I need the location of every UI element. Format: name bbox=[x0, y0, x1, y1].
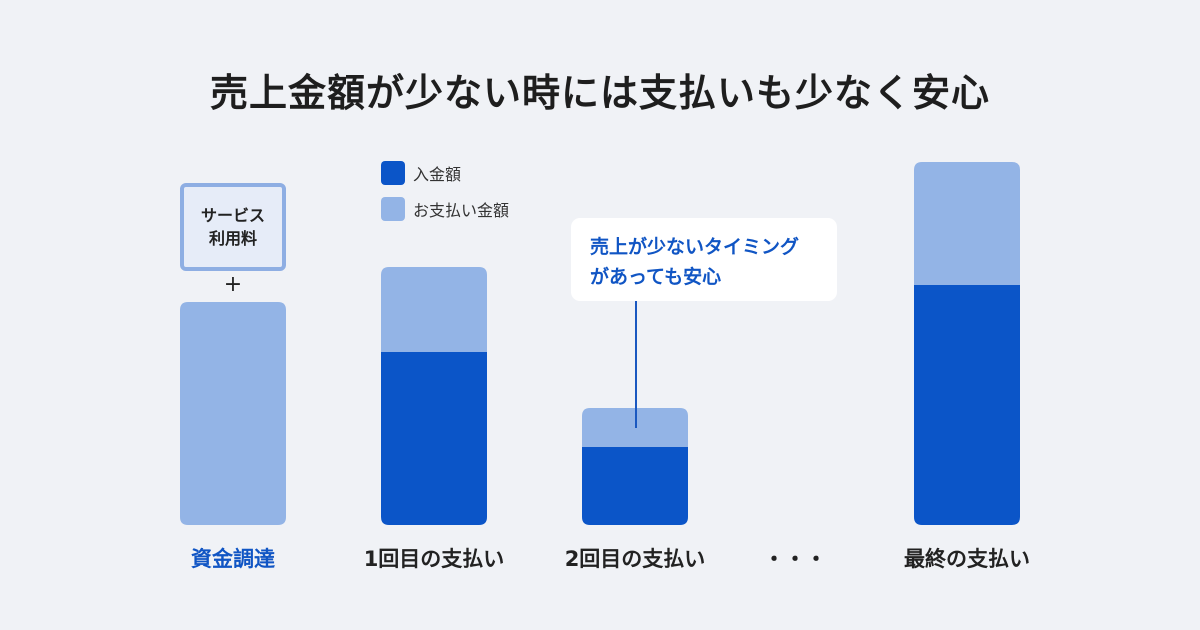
legend-swatch-payment bbox=[381, 197, 405, 221]
bar-deposit-1 bbox=[381, 352, 487, 525]
x-label-payment-2: 2回目の支払い bbox=[564, 547, 706, 571]
legend-label-deposit: 入金額 bbox=[413, 165, 462, 184]
bar-payment-1 bbox=[381, 267, 487, 352]
service-fee-box: サービス 利用料 bbox=[180, 183, 286, 271]
bar-deposit-4 bbox=[914, 285, 1020, 525]
chart-legend: 入金額 お支払い金額 bbox=[381, 161, 509, 233]
service-fee-line2: 利用料 bbox=[208, 229, 257, 248]
x-label-payment-1: 1回目の支払い bbox=[363, 547, 505, 571]
callout-line2: があっても安心 bbox=[590, 266, 722, 288]
callout-bubble: 売上が少ないタイミング があっても安心 bbox=[571, 218, 837, 301]
legend-item-payment: お支払い金額 bbox=[381, 197, 509, 221]
x-label-ellipsis: ・・・ bbox=[763, 547, 827, 571]
legend-label-payment: お支払い金額 bbox=[413, 201, 510, 220]
plus-sign: + bbox=[223, 272, 243, 297]
bar-payment-0 bbox=[180, 302, 286, 525]
x-label-final-payment: 最終の支払い bbox=[904, 547, 1030, 571]
callout-pointer-line bbox=[635, 301, 637, 428]
legend-swatch-deposit bbox=[381, 161, 405, 185]
service-fee-line1: サービス bbox=[200, 206, 265, 225]
bar-payment-4 bbox=[914, 162, 1020, 285]
x-label-funding: 資金調達 bbox=[191, 547, 275, 571]
page-title: 売上金額が少ない時には支払いも少なく安心 bbox=[209, 71, 990, 115]
bar-deposit-2 bbox=[582, 447, 688, 525]
callout-line1: 売上が少ないタイミング bbox=[590, 236, 800, 258]
legend-item-deposit: 入金額 bbox=[381, 161, 509, 185]
